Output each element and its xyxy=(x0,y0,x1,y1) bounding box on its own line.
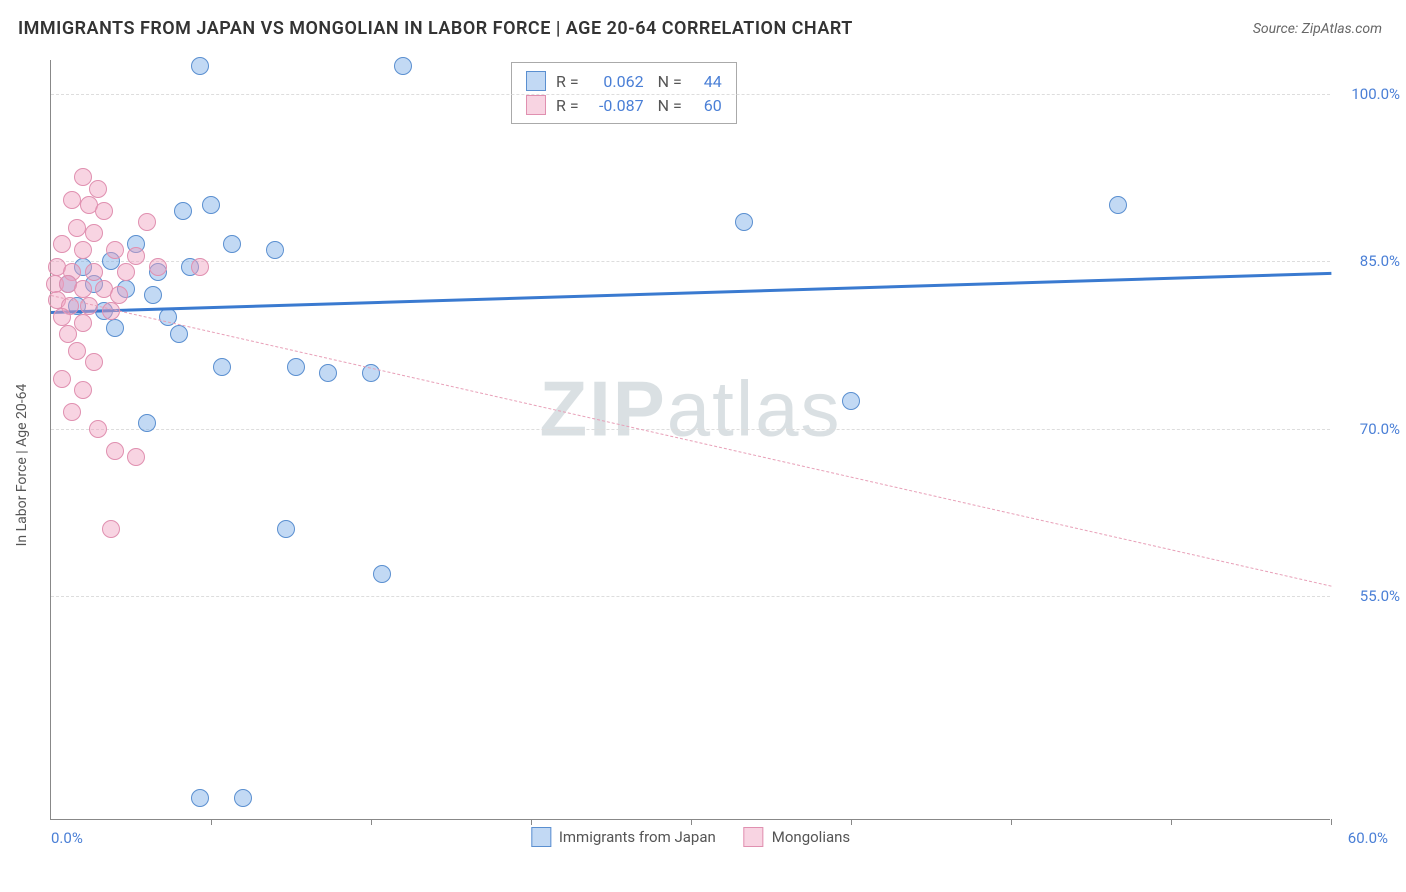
data-point xyxy=(319,364,337,382)
y-tick-label: 70.0% xyxy=(1340,420,1400,438)
data-point xyxy=(170,325,188,343)
data-point xyxy=(213,358,231,376)
swatch-blue-icon xyxy=(526,71,546,91)
data-point xyxy=(89,420,107,438)
chart-title: IMMIGRANTS FROM JAPAN VS MONGOLIAN IN LA… xyxy=(18,18,853,39)
data-point xyxy=(191,789,209,807)
data-point xyxy=(117,263,135,281)
r-label: R = xyxy=(556,96,579,115)
data-point xyxy=(85,224,103,242)
data-point xyxy=(234,789,252,807)
data-point xyxy=(74,280,92,298)
y-tick-label: 100.0% xyxy=(1340,85,1400,103)
data-point xyxy=(106,319,124,337)
data-point xyxy=(144,286,162,304)
data-point xyxy=(53,308,71,326)
chart-source: Source: ZipAtlas.com xyxy=(1253,21,1382,37)
trend-line xyxy=(51,295,1331,587)
legend-label-mongolian: Mongolians xyxy=(772,828,850,846)
x-tick xyxy=(1171,819,1172,825)
x-tick xyxy=(691,819,692,825)
data-point xyxy=(106,241,124,259)
legend-item-mongolian: Mongolians xyxy=(744,827,850,847)
data-point xyxy=(102,302,120,320)
data-point xyxy=(191,258,209,276)
trend-line xyxy=(51,272,1331,314)
data-point xyxy=(85,263,103,281)
data-point xyxy=(266,241,284,259)
data-point xyxy=(394,57,412,75)
swatch-pink-icon xyxy=(744,827,764,847)
x-tick xyxy=(531,819,532,825)
x-axis-max-label: 60.0% xyxy=(1348,829,1388,847)
data-point xyxy=(735,213,753,231)
data-point xyxy=(202,196,220,214)
gridline-h xyxy=(51,261,1330,262)
x-axis-min-label: 0.0% xyxy=(51,829,83,847)
data-point xyxy=(138,414,156,432)
n-value-japan: 44 xyxy=(692,72,722,91)
data-point xyxy=(74,241,92,259)
x-tick xyxy=(851,819,852,825)
data-point xyxy=(74,381,92,399)
data-point xyxy=(223,235,241,253)
n-label: N = xyxy=(654,72,682,91)
data-point xyxy=(373,565,391,583)
data-point xyxy=(1109,196,1127,214)
stats-row-mongolian: R = -0.087 N = 60 xyxy=(526,93,722,117)
x-tick xyxy=(211,819,212,825)
data-point xyxy=(53,235,71,253)
r-value-mongolian: -0.087 xyxy=(589,96,644,115)
data-point xyxy=(174,202,192,220)
data-point xyxy=(127,448,145,466)
n-label: N = xyxy=(654,96,682,115)
data-point xyxy=(149,258,167,276)
r-label: R = xyxy=(556,72,579,91)
data-point xyxy=(63,191,81,209)
gridline-h xyxy=(51,94,1330,95)
x-tick xyxy=(1011,819,1012,825)
data-point xyxy=(110,286,128,304)
y-axis-title: In Labor Force | Age 20-64 xyxy=(14,384,30,547)
data-point xyxy=(277,520,295,538)
data-point xyxy=(287,358,305,376)
gridline-h xyxy=(51,596,1330,597)
stats-row-japan: R = 0.062 N = 44 xyxy=(526,69,722,93)
data-point xyxy=(106,442,124,460)
data-point xyxy=(68,342,86,360)
data-point xyxy=(53,370,71,388)
r-value-japan: 0.062 xyxy=(589,72,644,91)
bottom-legend: Immigrants from Japan Mongolians xyxy=(531,827,850,847)
y-tick-label: 55.0% xyxy=(1340,587,1400,605)
n-value-mongolian: 60 xyxy=(692,96,722,115)
data-point xyxy=(102,520,120,538)
data-point xyxy=(85,353,103,371)
legend-label-japan: Immigrants from Japan xyxy=(559,828,716,846)
x-tick xyxy=(1331,819,1332,825)
data-point xyxy=(95,202,113,220)
data-point xyxy=(138,213,156,231)
data-point xyxy=(63,403,81,421)
chart-header: IMMIGRANTS FROM JAPAN VS MONGOLIAN IN LA… xyxy=(0,0,1406,47)
chart-container: ZIPatlas R = 0.062 N = 44 R = -0.087 N =… xyxy=(50,60,1380,870)
data-point xyxy=(127,247,145,265)
data-point xyxy=(191,57,209,75)
x-tick xyxy=(371,819,372,825)
legend-item-japan: Immigrants from Japan xyxy=(531,827,716,847)
data-point xyxy=(89,180,107,198)
y-tick-label: 85.0% xyxy=(1340,252,1400,270)
data-point xyxy=(68,219,86,237)
swatch-blue-icon xyxy=(531,827,551,847)
plot-area: ZIPatlas R = 0.062 N = 44 R = -0.087 N =… xyxy=(50,60,1330,820)
data-point xyxy=(59,325,77,343)
gridline-h xyxy=(51,429,1330,430)
data-point xyxy=(74,314,92,332)
swatch-pink-icon xyxy=(526,95,546,115)
data-point xyxy=(842,392,860,410)
